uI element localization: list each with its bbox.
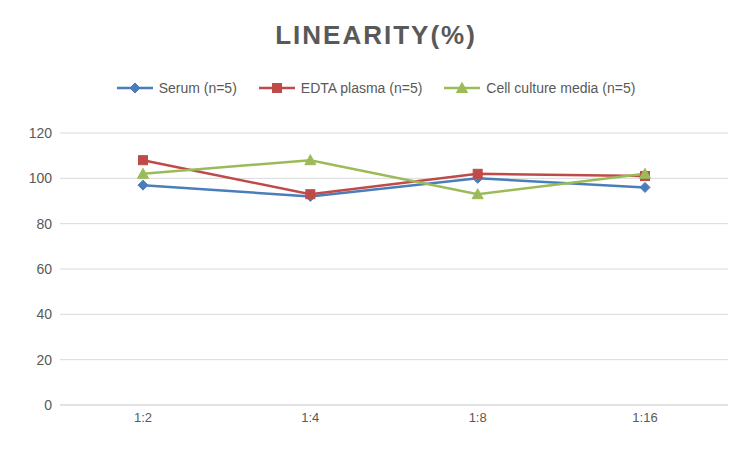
html-text:Cell culture media (n=5): Cell culture media (n=5)	[486, 80, 636, 96]
svg-text:120: 120	[29, 125, 53, 141]
svg-text:60: 60	[36, 261, 52, 277]
svg-text:100: 100	[29, 170, 53, 186]
html-text:LINEARITY(%): LINEARITY(%)	[275, 20, 477, 50]
svg-text:1:8: 1:8	[469, 410, 487, 425]
svg-text:0: 0	[44, 397, 52, 413]
html-text:EDTA plasma (n=5): EDTA plasma (n=5)	[300, 80, 423, 96]
svg-text:1:2: 1:2	[134, 410, 152, 425]
html-text:Serum (n=5): Serum (n=5)	[158, 80, 237, 96]
svg-text:1:4: 1:4	[301, 410, 319, 425]
svg-text:80: 80	[36, 216, 52, 232]
svg-text:1:16: 1:16	[632, 410, 657, 425]
svg-text:20: 20	[36, 352, 52, 368]
svg-text:40: 40	[36, 306, 52, 322]
